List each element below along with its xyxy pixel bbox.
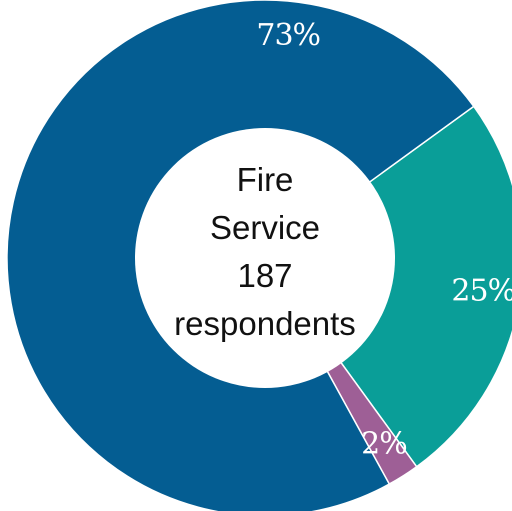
donut-hole — [135, 128, 395, 388]
center-line-2: Service — [210, 209, 320, 246]
slice-label-1: 2% — [361, 426, 407, 461]
slice-labels: 25% 2% 73% — [256, 18, 512, 461]
center-line-4: respondents — [174, 305, 356, 342]
center-line-1: Fire — [237, 161, 294, 198]
slice-label-0: 25% — [451, 274, 512, 309]
slice-label-2: 73% — [256, 18, 320, 53]
center-line-3: 187 — [237, 257, 292, 294]
